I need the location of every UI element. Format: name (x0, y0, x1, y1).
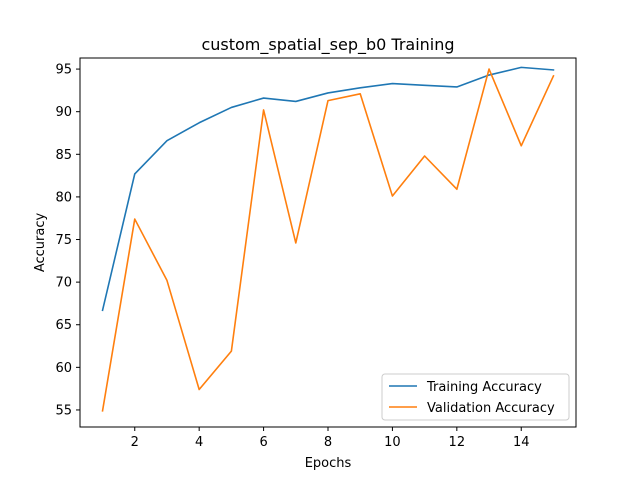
y-tick-label: 75 (55, 233, 72, 248)
x-tick-label: 14 (513, 435, 530, 450)
y-tick-label: 60 (55, 361, 72, 376)
y-axis-label: Accuracy (33, 213, 48, 273)
x-tick-label: 4 (195, 435, 203, 450)
plot-area (80, 58, 576, 427)
y-tick-label: 95 (55, 63, 72, 78)
chart-title: custom_spatial_sep_b0 Training (201, 35, 454, 55)
x-tick-label: 12 (449, 435, 466, 450)
x-tick-label: 8 (324, 435, 332, 450)
x-tick-label: 2 (131, 435, 139, 450)
series-layer (101, 66, 555, 412)
legend-box (381, 373, 570, 421)
x-tick-label: 6 (259, 435, 267, 450)
y-tick-label: 90 (55, 105, 72, 120)
y-tick-label: 70 (55, 276, 72, 291)
legend: Training Accuracy Validation Accuracy (381, 373, 570, 421)
x-axis-label: Epochs (305, 456, 352, 471)
plot-frame (79, 57, 577, 428)
x-tick-label: 10 (384, 435, 401, 450)
legend-label-training: Training Accuracy (426, 380, 542, 395)
y-tick-label: 85 (55, 148, 72, 163)
y-tick-label: 65 (55, 318, 72, 333)
tick-layer: 2 4 6 8 10 12 14 55 60 65 70 75 80 85 90 95 (55, 63, 529, 450)
legend-label-validation: Validation Accuracy (427, 401, 555, 416)
y-tick-label: 80 (55, 190, 72, 205)
y-tick-label: 55 (55, 403, 72, 418)
